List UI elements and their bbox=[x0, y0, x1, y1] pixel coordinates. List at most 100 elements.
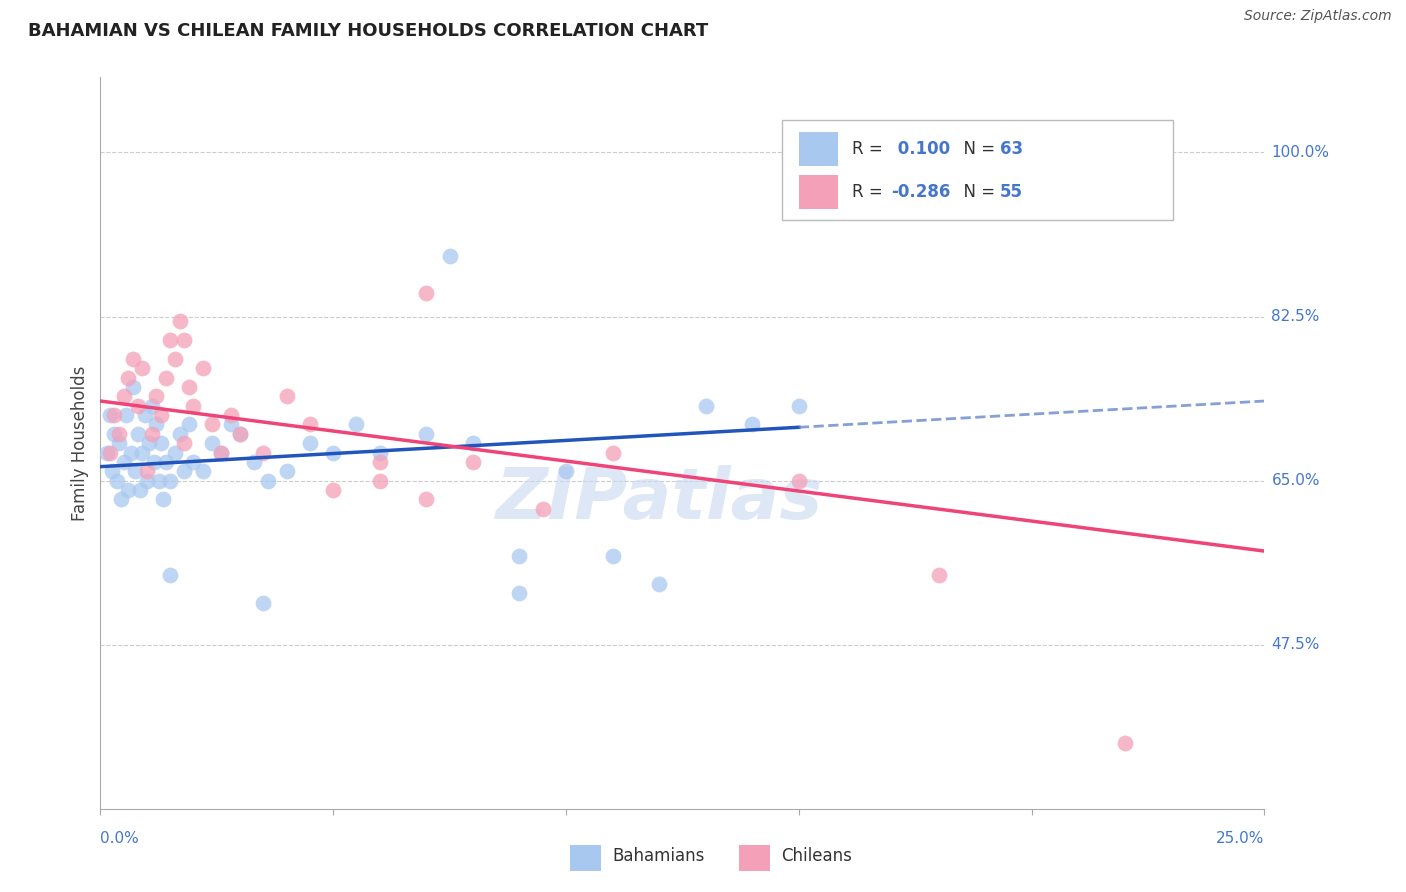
Point bbox=[461, 455, 484, 469]
Point bbox=[141, 426, 163, 441]
Point bbox=[276, 389, 298, 403]
Point bbox=[173, 464, 195, 478]
Point bbox=[101, 464, 124, 478]
Text: BAHAMIAN VS CHILEAN FAMILY HOUSEHOLDS CORRELATION CHART: BAHAMIAN VS CHILEAN FAMILY HOUSEHOLDS CO… bbox=[28, 22, 709, 40]
Point bbox=[183, 455, 205, 469]
Point bbox=[115, 408, 138, 422]
Point bbox=[129, 483, 152, 497]
Point bbox=[96, 445, 118, 459]
Point bbox=[368, 474, 391, 488]
Text: -0.286: -0.286 bbox=[891, 183, 950, 202]
Text: Bahamians: Bahamians bbox=[612, 847, 704, 865]
Text: 47.5%: 47.5% bbox=[1271, 638, 1320, 652]
Point bbox=[98, 445, 121, 459]
Text: 100.0%: 100.0% bbox=[1271, 145, 1330, 160]
Point bbox=[163, 351, 186, 366]
Text: 0.100: 0.100 bbox=[891, 140, 949, 159]
Point bbox=[122, 351, 145, 366]
Text: 55: 55 bbox=[1000, 183, 1024, 202]
Point bbox=[117, 483, 139, 497]
Point bbox=[131, 445, 153, 459]
Point bbox=[145, 417, 167, 432]
Point bbox=[131, 361, 153, 376]
Point bbox=[219, 408, 242, 422]
Point bbox=[105, 474, 128, 488]
Point bbox=[169, 426, 191, 441]
Point bbox=[183, 399, 205, 413]
Point bbox=[415, 426, 437, 441]
Point bbox=[368, 455, 391, 469]
Point bbox=[145, 389, 167, 403]
Text: Chileans: Chileans bbox=[780, 847, 852, 865]
Point bbox=[135, 464, 157, 478]
Text: 82.5%: 82.5% bbox=[1271, 310, 1320, 324]
Text: N =: N = bbox=[953, 183, 1001, 202]
Point bbox=[368, 445, 391, 459]
Point bbox=[173, 333, 195, 347]
Point bbox=[298, 436, 321, 450]
Point bbox=[155, 370, 177, 384]
Point bbox=[134, 408, 156, 422]
Point bbox=[322, 445, 344, 459]
Point bbox=[103, 426, 125, 441]
Point bbox=[159, 567, 181, 582]
Point bbox=[159, 474, 181, 488]
Point bbox=[787, 399, 810, 413]
Point bbox=[439, 249, 461, 263]
Point bbox=[117, 370, 139, 384]
Text: R =: R = bbox=[852, 183, 889, 202]
Point bbox=[122, 380, 145, 394]
Point bbox=[127, 426, 149, 441]
Y-axis label: Family Households: Family Households bbox=[72, 366, 89, 521]
Text: Source: ZipAtlas.com: Source: ZipAtlas.com bbox=[1244, 9, 1392, 23]
Point bbox=[110, 492, 132, 507]
Point bbox=[169, 314, 191, 328]
Point bbox=[201, 417, 224, 432]
Point bbox=[149, 436, 172, 450]
Point bbox=[508, 549, 530, 563]
Text: 63: 63 bbox=[1000, 140, 1024, 159]
Point bbox=[209, 445, 232, 459]
Point bbox=[152, 492, 174, 507]
Point bbox=[602, 445, 624, 459]
Point bbox=[787, 474, 810, 488]
Point bbox=[219, 417, 242, 432]
Point bbox=[159, 333, 181, 347]
Point bbox=[229, 426, 252, 441]
Point bbox=[141, 399, 163, 413]
Point bbox=[127, 399, 149, 413]
Point bbox=[163, 445, 186, 459]
Text: N =: N = bbox=[953, 140, 1001, 159]
Point bbox=[120, 445, 142, 459]
Point bbox=[112, 455, 135, 469]
Point bbox=[112, 389, 135, 403]
Point bbox=[201, 436, 224, 450]
Point bbox=[135, 474, 157, 488]
Point bbox=[531, 501, 554, 516]
Point bbox=[461, 436, 484, 450]
Text: 65.0%: 65.0% bbox=[1271, 474, 1320, 488]
Text: ZIPatlas: ZIPatlas bbox=[495, 465, 823, 534]
Point bbox=[191, 361, 214, 376]
Point bbox=[177, 417, 200, 432]
Text: 0.0%: 0.0% bbox=[100, 831, 139, 847]
Point bbox=[928, 567, 950, 582]
Point bbox=[229, 426, 252, 441]
Point bbox=[108, 426, 131, 441]
Point bbox=[149, 408, 172, 422]
Point bbox=[243, 455, 266, 469]
Point bbox=[322, 483, 344, 497]
Point bbox=[508, 586, 530, 600]
Text: 25.0%: 25.0% bbox=[1216, 831, 1264, 847]
Text: R =: R = bbox=[852, 140, 889, 159]
Point bbox=[257, 474, 280, 488]
Point bbox=[155, 455, 177, 469]
Point bbox=[602, 549, 624, 563]
Point bbox=[252, 596, 274, 610]
Point bbox=[298, 417, 321, 432]
Point bbox=[209, 445, 232, 459]
Point bbox=[252, 445, 274, 459]
Point bbox=[415, 286, 437, 301]
Point bbox=[415, 492, 437, 507]
Point bbox=[191, 464, 214, 478]
